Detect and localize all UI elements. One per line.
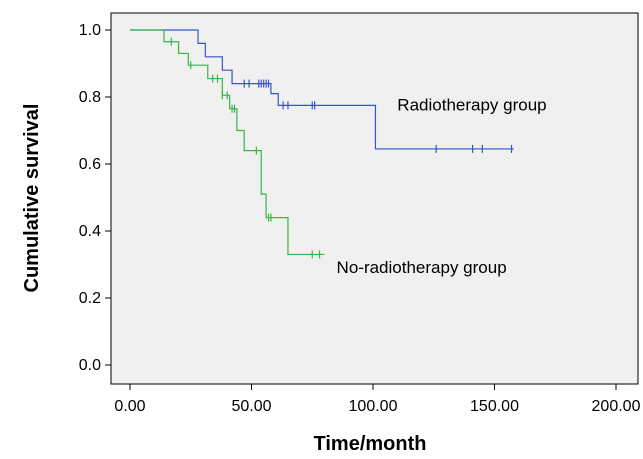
series-radiotherapy-group: [130, 29, 514, 153]
x-tick-label: 150.00: [470, 398, 519, 415]
x-axis-title: Time/month: [314, 433, 427, 455]
x-tick-label: 0.00: [114, 398, 145, 415]
y-tick-label: 0.6: [79, 156, 101, 173]
survival-curve-radiotherapy-group: [130, 29, 514, 150]
series-layer: [130, 29, 514, 259]
plot-area: [110, 12, 639, 385]
x-axis: 0.00 50.00 100.00 150.00 200.00: [114, 384, 641, 415]
series-label: No-radiotherapy group: [337, 258, 507, 277]
y-tick-label: 0.2: [79, 290, 101, 307]
y-tick-label: 0.4: [79, 223, 101, 240]
x-tick-label: 100.00: [349, 398, 398, 415]
y-tick-label: 0.0: [79, 357, 101, 374]
survival-curve-no-radiotherapy-group: [130, 29, 325, 256]
y-axis: 0.0 0.2 0.4 0.6 0.8 1.0: [79, 22, 111, 374]
y-axis-title: Cumulative survival: [21, 104, 43, 293]
y-tick-label: 0.8: [79, 89, 101, 106]
y-tick-label: 1.0: [79, 22, 101, 39]
annotation-layer: Radiotherapy group No-radiotherapy group: [337, 95, 547, 276]
x-tick-label: 200.00: [592, 398, 641, 415]
series-no-radiotherapy-group: [130, 29, 325, 259]
series-label: Radiotherapy group: [397, 95, 546, 114]
x-tick-label: 50.00: [231, 398, 271, 415]
